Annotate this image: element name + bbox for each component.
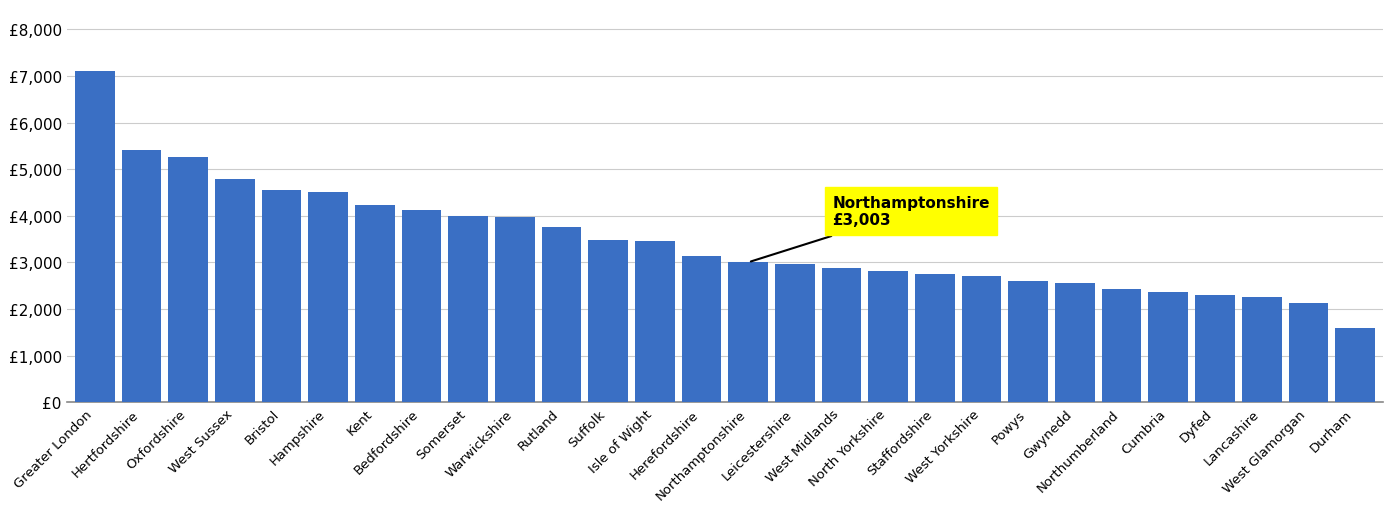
Bar (681, 257, 721, 403)
Bar (915, 274, 955, 403)
Bar (1289, 304, 1329, 403)
Bar (1148, 293, 1188, 403)
Bar (215, 180, 254, 403)
Bar (1336, 328, 1375, 403)
Bar (402, 210, 441, 403)
Bar (728, 263, 769, 403)
Bar (75, 72, 114, 403)
Bar (1241, 297, 1282, 403)
Bar (1055, 284, 1095, 403)
Bar (121, 150, 161, 403)
Bar (635, 241, 674, 403)
Bar (1195, 296, 1234, 403)
Bar (309, 192, 348, 403)
Bar (495, 217, 535, 403)
Bar (869, 271, 908, 403)
Bar (1102, 290, 1141, 403)
Text: Northamptonshire
£3,003: Northamptonshire £3,003 (751, 195, 990, 262)
Bar (354, 206, 395, 403)
Bar (821, 268, 862, 403)
Bar (588, 240, 628, 403)
Bar (168, 157, 208, 403)
Bar (776, 265, 815, 403)
Bar (962, 277, 1001, 403)
Bar (261, 190, 302, 403)
Bar (1009, 281, 1048, 403)
Bar (449, 217, 488, 403)
Bar (542, 228, 581, 403)
